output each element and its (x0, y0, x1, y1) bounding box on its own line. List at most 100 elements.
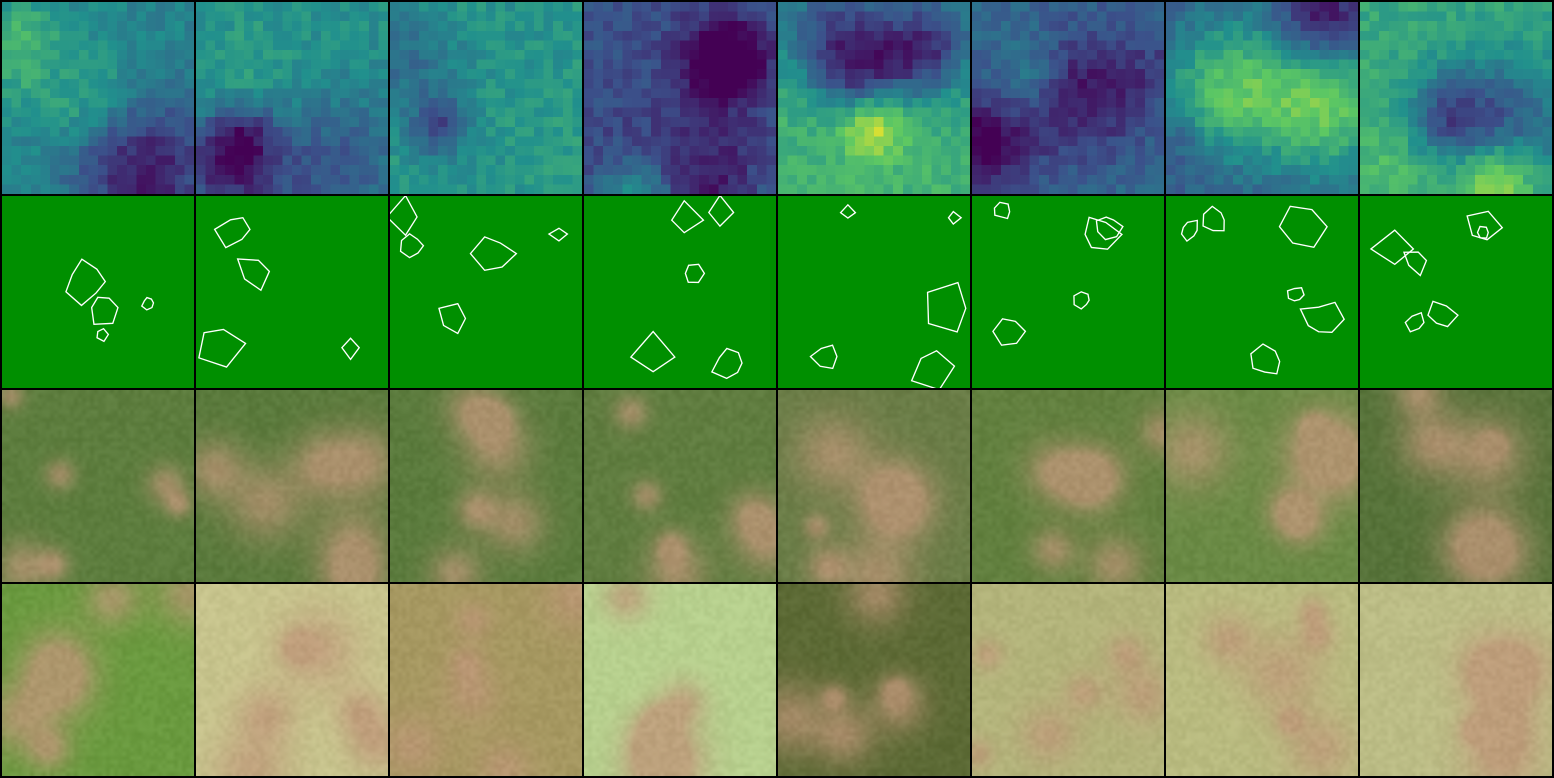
predicted-image-tile (972, 390, 1164, 582)
imagery-canvas (972, 584, 1164, 776)
field-boundary (684, 263, 706, 284)
field-boundary (469, 236, 518, 272)
field-boundary (707, 196, 735, 228)
field-outline-tile (1360, 196, 1552, 388)
field-boundary (96, 327, 110, 343)
field-boundary (710, 347, 743, 380)
field-boundary (947, 210, 963, 225)
field-boundary (1250, 343, 1281, 375)
imagery-canvas (1166, 584, 1358, 776)
predicted-image-tile (778, 390, 970, 582)
field-outline-tile (1166, 196, 1358, 388)
field-boundary (341, 337, 361, 361)
field-outline-tile (196, 196, 388, 388)
field-boundary (438, 302, 467, 335)
imagery-canvas (1360, 390, 1552, 582)
satellite-image-tile (778, 584, 970, 776)
satellite-image-tile (584, 584, 776, 776)
field-outline-svg (629, 196, 743, 380)
field-boundary (839, 203, 857, 219)
heatmap-canvas (1166, 2, 1358, 194)
field-outline-svg (390, 196, 569, 335)
field-boundary (1073, 291, 1090, 310)
heatmap-tile (1360, 2, 1552, 194)
satellite-image-tile (1166, 584, 1358, 776)
field-boundary (1404, 311, 1425, 333)
heatmap-canvas (196, 2, 388, 194)
field-boundary (198, 328, 247, 368)
satellite-image-tile (972, 584, 1164, 776)
field-boundary (547, 227, 569, 242)
field-boundary (1095, 216, 1124, 241)
field-boundary (1403, 251, 1428, 277)
satellite-image-tile (390, 584, 582, 776)
heatmap-tile (390, 2, 582, 194)
predicted-image-tile (1166, 390, 1358, 582)
imagery-canvas (1166, 390, 1358, 582)
heatmap-tile (2, 2, 194, 194)
imagery-canvas (584, 584, 776, 776)
field-outline-tile (2, 196, 194, 388)
field-boundary (1286, 287, 1305, 302)
heatmap-tile (1166, 2, 1358, 194)
predicted-image-tile (1360, 390, 1552, 582)
heatmap-canvas (1360, 2, 1552, 194)
field-boundary (1369, 229, 1415, 266)
imagery-canvas (390, 584, 582, 776)
field-outline-svg (1180, 205, 1345, 375)
imagery-canvas (2, 584, 194, 776)
imagery-canvas (1360, 584, 1552, 776)
field-outline-tile (778, 196, 970, 388)
imagery-canvas (390, 390, 582, 582)
field-boundary (1299, 301, 1345, 334)
field-boundary (65, 258, 107, 307)
predicted-image-tile (196, 390, 388, 582)
field-outline-svg (198, 216, 361, 368)
field-boundary (90, 296, 119, 325)
imagery-canvas (196, 584, 388, 776)
imagery-canvas (2, 390, 194, 582)
field-boundary (399, 232, 425, 259)
imagery-canvas (972, 390, 1164, 582)
field-outline-tile (972, 196, 1164, 388)
heatmap-tile (778, 2, 970, 194)
field-outline-svg (65, 258, 155, 343)
heatmap-canvas (390, 2, 582, 194)
predicted-image-tile (2, 390, 194, 582)
field-boundary (992, 318, 1027, 346)
field-boundary (390, 196, 418, 237)
imagery-canvas (584, 390, 776, 582)
heatmap-canvas (2, 2, 194, 194)
field-boundary (1084, 216, 1123, 250)
field-boundary (629, 330, 676, 373)
field-boundary (1202, 205, 1225, 232)
field-boundary (236, 258, 271, 292)
field-outline-svg (1369, 210, 1504, 333)
heatmap-canvas (972, 2, 1164, 194)
field-boundary (1427, 300, 1459, 328)
predicted-image-tile (390, 390, 582, 582)
field-outline-tile (390, 196, 582, 388)
heatmap-tile (584, 2, 776, 194)
field-boundary (1466, 210, 1504, 241)
field-boundary (993, 201, 1011, 220)
satellite-image-tile (1360, 584, 1552, 776)
field-boundary (670, 199, 705, 234)
field-outline-svg (992, 201, 1124, 346)
field-boundary (910, 349, 956, 388)
imagery-canvas (196, 390, 388, 582)
predicted-image-tile (584, 390, 776, 582)
field-boundary (1278, 205, 1328, 249)
field-boundary (1476, 225, 1489, 239)
heatmap-canvas (584, 2, 776, 194)
field-outline-svg (809, 203, 967, 388)
heatmap-tile (972, 2, 1164, 194)
satellite-image-tile (2, 584, 194, 776)
imagery-canvas (778, 390, 970, 582)
field-boundary (926, 281, 967, 333)
heatmap-tile (196, 2, 388, 194)
field-boundary (140, 296, 155, 311)
imagery-canvas (778, 584, 970, 776)
field-boundary (809, 344, 838, 370)
